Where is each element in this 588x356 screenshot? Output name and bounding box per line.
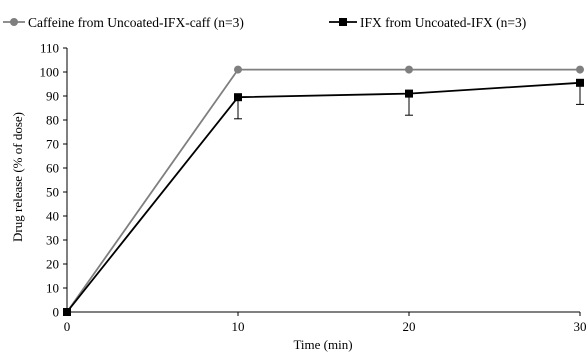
x-axis-title: Time (min): [293, 337, 352, 352]
axes: 0 10 20 30 40 50 60 70 80 90 100 110 0 10 20 30: [40, 41, 587, 335]
y-tick-label: 40: [46, 209, 59, 224]
y-axis-title: Drug release (% of dose): [10, 112, 25, 242]
series-ifx: [63, 78, 584, 316]
legend-label-ifx: IFX from Uncoated-IFX (n=3): [360, 15, 526, 30]
data-point-caffeine: [405, 65, 413, 74]
data-point-ifx: [234, 93, 242, 102]
x-tick-label: 30: [574, 319, 587, 334]
legend: Caffeine from Uncoated-IFX-caff (n=3) IF…: [3, 15, 526, 30]
y-tick-label: 90: [46, 89, 59, 104]
legend-item-caffeine: Caffeine from Uncoated-IFX-caff (n=3): [3, 15, 244, 30]
y-tick-label: 70: [46, 137, 59, 152]
data-point-ifx: [405, 89, 413, 98]
legend-marker-ifx: [339, 18, 347, 26]
y-tick-label: 20: [46, 257, 59, 272]
y-tick-label: 10: [46, 281, 59, 296]
x-tick-label: 0: [64, 319, 71, 334]
data-point-caffeine: [576, 65, 584, 74]
series-line-caffeine: [66, 68, 580, 313]
y-tick-label: 50: [46, 185, 59, 200]
data-point-caffeine: [234, 65, 242, 74]
y-tick-label: 100: [40, 65, 60, 80]
data-point-ifx: [63, 308, 71, 316]
data-point-ifx: [576, 78, 584, 87]
legend-label-caffeine: Caffeine from Uncoated-IFX-caff (n=3): [28, 15, 244, 30]
series-group: [63, 65, 584, 316]
y-tick-label: 110: [40, 41, 59, 56]
series-line-ifx: [66, 81, 581, 313]
legend-marker-caffeine: [10, 18, 18, 26]
y-tick-label: 0: [53, 305, 60, 320]
y-tick-label: 30: [46, 233, 59, 248]
x-tick-label: 20: [403, 319, 416, 334]
legend-item-ifx: IFX from Uncoated-IFX (n=3): [329, 15, 526, 30]
x-tick-label: 10: [232, 319, 245, 334]
series-caffeine: [63, 65, 584, 316]
y-tick-label: 60: [46, 161, 59, 176]
y-tick-label: 80: [46, 113, 59, 128]
